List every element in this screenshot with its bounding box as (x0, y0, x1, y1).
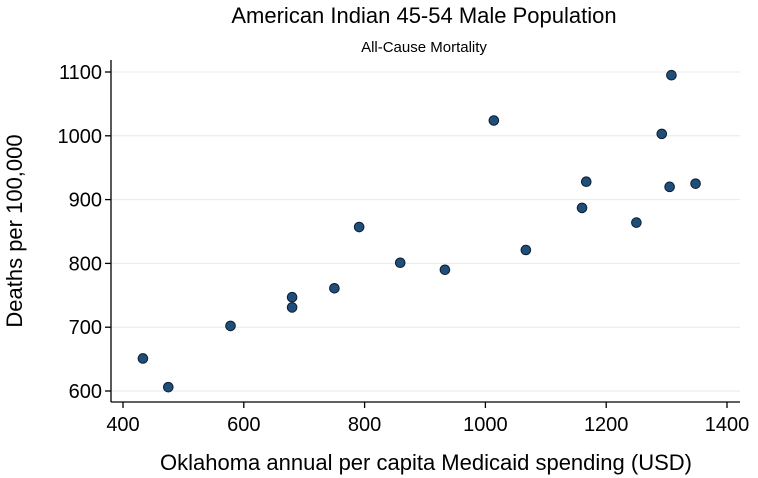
x-tick-label: 800 (348, 414, 381, 436)
data-point (163, 381, 174, 393)
axes (110, 60, 740, 403)
y-tick-label: 900 (69, 190, 102, 212)
data-point (631, 217, 642, 228)
data-points (137, 69, 701, 393)
data-point (576, 202, 588, 214)
y-axis-title: Deaths per 100,000 (2, 134, 27, 327)
data-point (439, 264, 451, 276)
y-tick-label: 700 (69, 317, 102, 339)
data-point (488, 115, 500, 126)
x-tick-label: 600 (227, 414, 260, 436)
x-tick-label: 400 (106, 414, 139, 436)
data-point (656, 128, 668, 140)
y-tick-label: 800 (69, 253, 102, 275)
data-point (286, 302, 298, 313)
data-point (664, 181, 675, 193)
x-tick-label: 1400 (705, 414, 750, 436)
y-tick-label: 1100 (59, 62, 102, 84)
data-point (225, 320, 236, 332)
y-tick-label: 600 (69, 381, 102, 403)
data-point (353, 221, 365, 233)
y-tick-label: 1000 (58, 126, 103, 148)
data-point (137, 353, 149, 364)
x-tick-label: 1200 (584, 414, 629, 436)
data-point (520, 244, 532, 256)
data-point (394, 257, 406, 269)
x-axis-title: Oklahoma annual per capita Medicaid spen… (160, 450, 692, 475)
x-tick-label: 1000 (463, 414, 508, 436)
gridlines (112, 71, 740, 392)
data-point (286, 291, 298, 303)
data-point (329, 282, 340, 294)
data-point (666, 69, 677, 81)
data-point (690, 178, 701, 189)
chart-subtitle: All-Cause Mortality (361, 39, 487, 56)
data-point (580, 176, 592, 188)
chart-title: American Indian 45-54 Male Population (231, 3, 616, 28)
